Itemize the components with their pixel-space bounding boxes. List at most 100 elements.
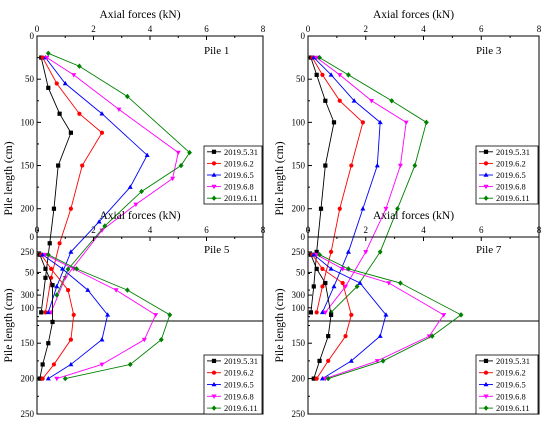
legend: 2019.5.312019.6.22019.6.52019.6.82019.6.… [475, 354, 539, 415]
legend-swatch-marker [483, 358, 489, 363]
series-line [316, 254, 445, 380]
x-tick-label: 4 [148, 24, 153, 34]
panel-title: Pile 3 [476, 45, 502, 57]
x-tick-label: 0 [35, 24, 40, 34]
data-point [139, 188, 144, 195]
x-tick-label: 6 [204, 24, 209, 34]
y-tick-label: 250 [21, 247, 35, 257]
x-axis-title: Axial forces (kN) [99, 9, 180, 21]
data-point [397, 163, 403, 169]
data-point [360, 206, 366, 211]
data-point [57, 111, 62, 116]
x-tick-label: 2 [91, 24, 96, 34]
data-point [363, 250, 369, 255]
legend-swatch-marker [483, 405, 489, 411]
y-axis-title: Pile length (cm) [274, 288, 286, 362]
data-point [346, 266, 351, 272]
series-2019.6.5 [311, 252, 389, 381]
data-point [71, 73, 77, 78]
y-axis-title: Pile length (cm) [3, 141, 15, 215]
y-tick-label: 150 [292, 338, 306, 348]
y-tick-label: 200 [21, 204, 35, 214]
x-tick-label: 4 [421, 225, 426, 235]
data-point [458, 312, 464, 318]
legend-label: 2019.5.31 [224, 356, 258, 366]
y-tick-label: 50 [296, 267, 306, 277]
series-2019.6.11 [45, 50, 192, 298]
data-point [317, 358, 322, 363]
data-point [343, 284, 349, 290]
legend-label: 2019.6.2 [496, 158, 526, 168]
data-point [99, 111, 105, 116]
x-tick-label: 2 [364, 24, 369, 34]
series-2019.6.2 [310, 55, 365, 315]
series-2019.6.2 [40, 55, 105, 315]
y-tick-label: 50 [25, 74, 35, 84]
data-point [40, 362, 45, 367]
data-point [326, 358, 331, 363]
data-point [319, 309, 325, 315]
data-point [398, 280, 403, 286]
data-point [383, 312, 389, 317]
data-point [326, 334, 331, 339]
data-point [99, 337, 105, 342]
data-point [127, 361, 133, 368]
data-point [46, 85, 51, 90]
data-point [99, 228, 105, 233]
data-point [380, 358, 386, 364]
data-point [153, 313, 159, 318]
data-point [325, 375, 331, 382]
data-point [62, 80, 68, 86]
x-tick-label: 8 [537, 24, 542, 34]
data-point [311, 284, 316, 289]
legend-swatch-marker [483, 195, 489, 201]
x-tick-label: 0 [35, 225, 40, 235]
data-point [314, 266, 319, 271]
y-tick-label: 100 [292, 303, 306, 313]
data-point [383, 206, 389, 212]
series-line [46, 57, 179, 313]
legend-label: 2019.6.11 [224, 193, 258, 203]
data-point [76, 63, 82, 69]
chart-panel-4: Axial forces (kN) 0 2 4 6 8 0 50 100 150 200 250 Pil… [274, 210, 542, 419]
y-tick-label: 250 [21, 409, 35, 419]
x-axis-title: Axial forces (kN) [99, 210, 180, 222]
y-axis-title: Pile length (cm) [274, 141, 286, 215]
series-2019.6.5 [40, 252, 111, 381]
legend-label: 2019.5.31 [496, 356, 530, 366]
data-point [116, 107, 122, 113]
data-point [54, 292, 60, 298]
y-tick-label: 200 [21, 374, 35, 384]
y-tick-label: 200 [292, 204, 306, 214]
data-point [127, 184, 133, 189]
y-tick-label: 100 [292, 117, 306, 127]
legend-label: 2019.6.2 [224, 368, 254, 378]
legend-box [203, 354, 263, 415]
data-point [51, 206, 57, 211]
data-point [40, 252, 46, 257]
chart-panel-3: Axial forces (kN) 0 2 4 6 8 0 50 100 150 200 250 Pil… [3, 210, 266, 419]
x-tick-label: 4 [421, 24, 426, 34]
data-point [141, 337, 147, 343]
data-point [340, 267, 346, 272]
data-point [317, 252, 322, 258]
data-point [43, 275, 48, 280]
data-point [158, 336, 164, 343]
data-point [329, 249, 334, 255]
legend: 2019.5.312019.6.22019.6.52019.6.82019.6.… [203, 145, 263, 205]
y-tick-label: 250 [292, 409, 306, 419]
y-tick-label: 0 [30, 232, 35, 242]
data-point [59, 266, 65, 271]
data-point [85, 287, 91, 292]
y-tick-label: 250 [292, 247, 306, 257]
data-point [68, 361, 74, 367]
data-point [314, 376, 319, 381]
data-point [68, 130, 73, 135]
data-point [423, 119, 429, 126]
data-point [323, 280, 328, 286]
data-point [54, 283, 60, 289]
data-point [354, 283, 360, 290]
legend-swatch-marker [483, 370, 489, 375]
data-point [62, 276, 68, 281]
data-point [80, 163, 85, 168]
